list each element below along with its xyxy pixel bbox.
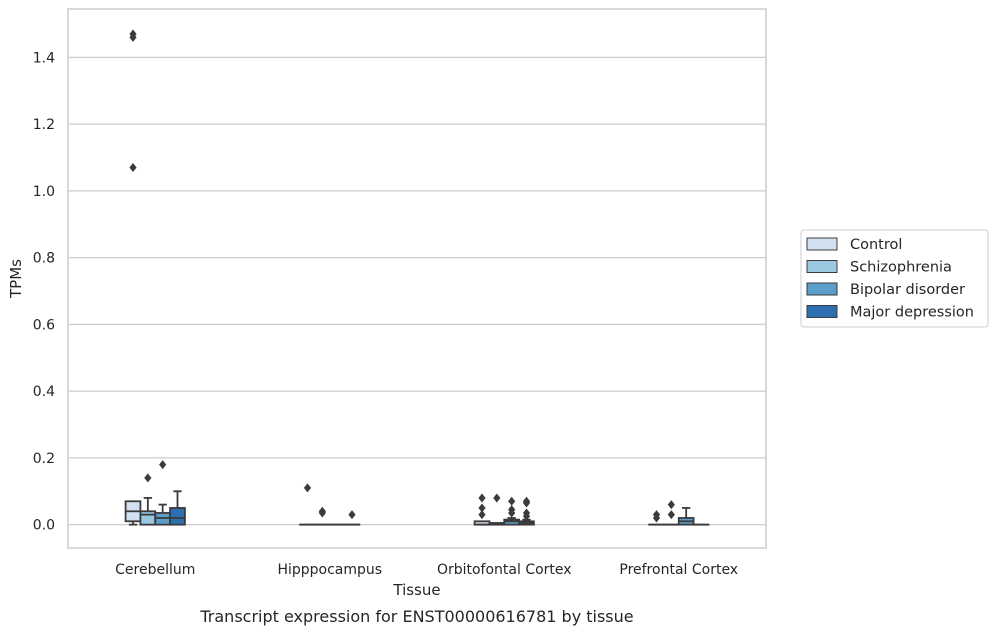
legend: Control Schizophrenia Bipolar disorder Majo…: [800, 229, 989, 328]
outlier-point: [129, 32, 137, 42]
y-tick-label: 0.0: [33, 518, 55, 534]
outlier-point: [129, 163, 137, 173]
plot-area-frame: [67, 8, 767, 549]
box-iqr: [169, 507, 186, 526]
y-tick-label: 0.2: [33, 451, 55, 467]
legend-swatch: [806, 260, 838, 273]
outlier-point: [522, 498, 531, 508]
box-plot-marks: [124, 29, 710, 526]
outlier-point: [522, 511, 531, 521]
outlier-point: [493, 493, 501, 503]
outlier-point: [508, 496, 516, 506]
outlier-point: [667, 510, 675, 520]
legend-label: Control: [850, 237, 902, 253]
legend-swatch: [806, 305, 838, 318]
outlier-point: [667, 500, 675, 510]
y-axis-ticks: 0.0 0.2 0.4 0.6 0.8 1.0 1.2 1.4: [33, 50, 55, 533]
outlier-point: [318, 508, 326, 518]
chart-caption: Transcript expression for ENST0000061678…: [199, 607, 633, 626]
y-tick-label: 0.4: [33, 384, 55, 400]
y-tick-label: 1.2: [33, 117, 55, 133]
x-axis-ticks: Cerebellum Hipppocampus Orbitofontal Corte…: [115, 562, 738, 578]
x-tick-label: Hipppocampus: [277, 562, 382, 578]
y-tick-label: 1.4: [33, 50, 55, 66]
x-axis-label: Tissue: [392, 581, 440, 599]
y-tick-label: 1.0: [33, 184, 55, 200]
outlier-point: [478, 510, 486, 520]
gridlines: [68, 56, 766, 526]
legend-swatch: [806, 282, 838, 296]
x-tick-label: Prefrontal Cortex: [619, 562, 738, 578]
y-tick-label: 0.8: [33, 251, 55, 267]
outlier-point: [652, 513, 661, 523]
outlier-point: [159, 460, 167, 470]
box-iqr: [139, 510, 157, 526]
outlier-point: [478, 493, 486, 503]
legend-swatch: [806, 237, 838, 251]
y-tick-label: 0.6: [33, 317, 55, 333]
outlier-point: [303, 483, 312, 493]
x-tick-label: Cerebellum: [115, 562, 195, 578]
legend-frame: [800, 229, 989, 328]
outlier-point: [144, 473, 152, 483]
outlier-point: [348, 510, 356, 520]
legend-label: Bipolar disorder: [850, 282, 965, 298]
legend-label: Major depression: [850, 305, 974, 321]
legend-label: Schizophrenia: [850, 260, 952, 276]
outlier-point: [508, 508, 516, 518]
y-axis-label: TPMs: [7, 259, 25, 299]
outlier-point: [478, 503, 486, 513]
x-tick-label: Orbitofontal Cortex: [437, 562, 572, 578]
